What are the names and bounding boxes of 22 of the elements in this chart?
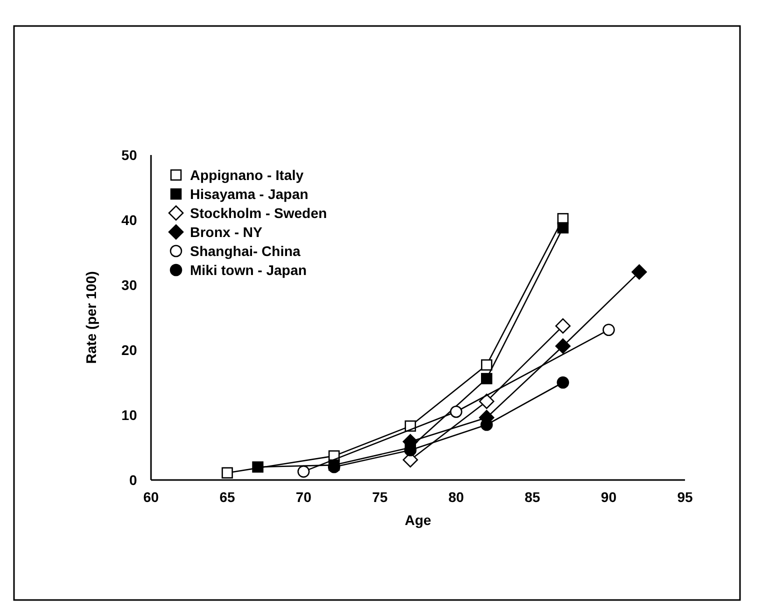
legend-label: Hisayama - Japan [190, 186, 308, 202]
x-tick-label: 70 [296, 489, 312, 505]
y-tick-label: 50 [121, 147, 138, 163]
y-tick-label: 30 [121, 277, 138, 293]
x-tick-label: 95 [677, 489, 693, 505]
legend-label: Bronx - NY [190, 224, 263, 240]
y-axis-title: Rate (per 100) [83, 271, 99, 364]
legend-label: Stockholm - Sweden [190, 205, 327, 221]
y-tick-label: 20 [121, 342, 138, 358]
x-tick-label: 85 [524, 489, 540, 505]
x-axis-title: Age [404, 512, 432, 528]
legend-label: Shanghai- China [190, 243, 301, 259]
legend-label: Miki town - Japan [190, 262, 307, 278]
y-tick-label: 40 [121, 212, 138, 228]
y-tick-label: 10 [121, 407, 138, 423]
x-tick-label: 60 [143, 489, 159, 505]
y-tick-label: 0 [129, 472, 138, 488]
legend-label: Appignano - Italy [190, 167, 304, 183]
x-tick-label: 65 [219, 489, 236, 505]
x-tick-label: 75 [372, 489, 388, 505]
x-tick-label: 80 [448, 489, 464, 505]
x-tick-label: 90 [600, 489, 617, 505]
